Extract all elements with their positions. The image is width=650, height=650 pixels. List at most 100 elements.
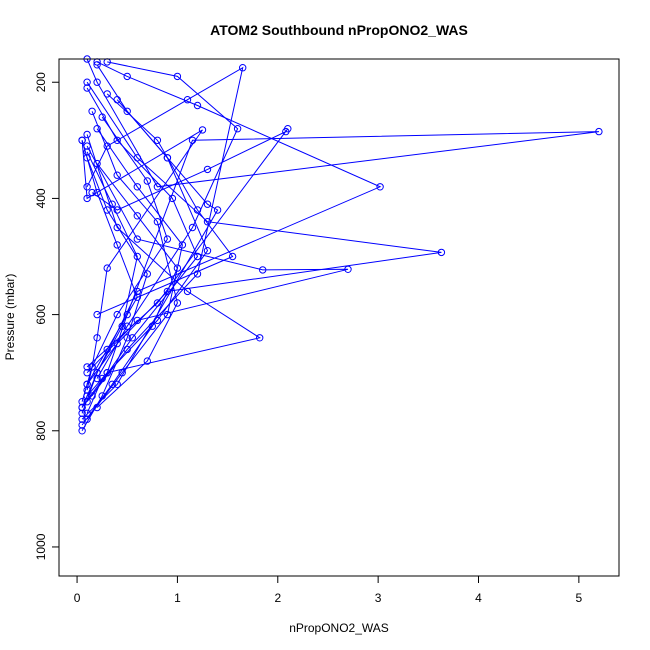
series-line — [91, 111, 178, 408]
series-line — [81, 163, 178, 426]
data-point — [83, 409, 91, 417]
data-point — [595, 127, 603, 136]
data-point — [133, 293, 142, 301]
data-point — [163, 310, 172, 319]
data-point — [173, 299, 182, 307]
y-axis: 200 400 600 800 1000 — [34, 72, 60, 560]
chart-title: ATOM2 Southbound nPropONO2_WAS — [210, 22, 468, 38]
series-line — [86, 99, 209, 414]
data-point — [133, 235, 142, 243]
data-point — [123, 72, 131, 81]
series-line — [86, 145, 349, 374]
data-point — [93, 78, 101, 86]
x-tick-label: 4 — [475, 591, 482, 605]
y-tick-label: 200 — [34, 72, 48, 92]
data-point — [259, 266, 267, 274]
data-point — [213, 206, 222, 214]
data-point — [128, 334, 137, 342]
data-point — [168, 194, 177, 203]
data-point — [173, 72, 182, 81]
data-point — [133, 316, 142, 325]
data-point — [93, 125, 101, 133]
series-layer — [78, 55, 603, 435]
data-point — [123, 107, 131, 116]
data-point — [98, 113, 106, 121]
data-point — [113, 241, 121, 249]
data-point — [108, 200, 116, 208]
data-point — [344, 265, 352, 273]
data-point — [113, 171, 121, 179]
data-point — [78, 403, 86, 412]
x-axis-label: nPropONO2_WAS — [289, 621, 389, 635]
data-point — [88, 363, 96, 371]
data-point — [88, 107, 96, 116]
data-point — [83, 130, 91, 139]
data-point — [113, 96, 121, 104]
data-point — [183, 287, 192, 296]
data-point — [193, 270, 202, 278]
data-point — [133, 212, 142, 220]
data-point — [163, 154, 172, 162]
data-point — [178, 241, 187, 249]
data-point — [98, 374, 106, 383]
data-point — [123, 334, 131, 342]
data-point — [93, 188, 101, 197]
data-point — [88, 392, 96, 400]
data-point — [78, 136, 86, 145]
data-point — [88, 188, 96, 197]
data-point — [153, 136, 162, 145]
x-tick-label: 3 — [375, 591, 382, 605]
data-point — [103, 264, 111, 272]
series-line — [81, 116, 168, 402]
series-line — [81, 140, 138, 385]
data-point — [256, 334, 264, 342]
x-tick-label: 1 — [174, 591, 181, 605]
data-point — [148, 322, 157, 330]
data-point — [203, 247, 212, 255]
data-point — [203, 165, 212, 174]
data-point — [93, 374, 101, 383]
series-line — [86, 66, 244, 403]
data-point — [78, 398, 86, 406]
data-point — [83, 363, 91, 371]
data-point — [93, 159, 101, 168]
data-point — [83, 183, 91, 191]
data-point — [113, 206, 121, 214]
x-tick-label: 0 — [74, 591, 81, 605]
data-point — [113, 136, 121, 145]
data-point — [83, 380, 91, 388]
x-tick-label: 5 — [576, 591, 583, 605]
data-point — [173, 264, 182, 272]
x-axis: 0 1 2 3 4 5 — [74, 575, 583, 605]
series-line — [86, 128, 183, 420]
series-line — [81, 151, 138, 414]
data-point — [83, 78, 91, 86]
data-point — [83, 84, 91, 92]
data-point — [113, 223, 121, 232]
data-point — [153, 218, 162, 226]
data-point — [203, 200, 212, 208]
y-tick-label: 600 — [34, 304, 48, 324]
data-point — [93, 61, 101, 69]
data-point — [143, 357, 152, 365]
data-point — [93, 334, 101, 342]
data-point — [108, 380, 116, 388]
data-point — [228, 252, 237, 261]
data-point — [103, 90, 111, 98]
data-point — [153, 316, 162, 325]
data-point — [133, 252, 142, 261]
data-point — [153, 183, 162, 191]
data-point — [193, 101, 202, 110]
plot-frame — [58, 58, 620, 577]
data-point — [103, 345, 111, 354]
data-point — [163, 235, 172, 243]
data-point — [123, 322, 131, 330]
series-line — [96, 61, 239, 379]
data-point — [376, 183, 384, 191]
series-line — [86, 58, 599, 397]
y-tick-label: 800 — [34, 420, 48, 440]
y-axis-label: Pressure (mbar) — [3, 274, 17, 361]
y-tick-label: 400 — [34, 188, 48, 208]
data-point — [78, 427, 86, 435]
